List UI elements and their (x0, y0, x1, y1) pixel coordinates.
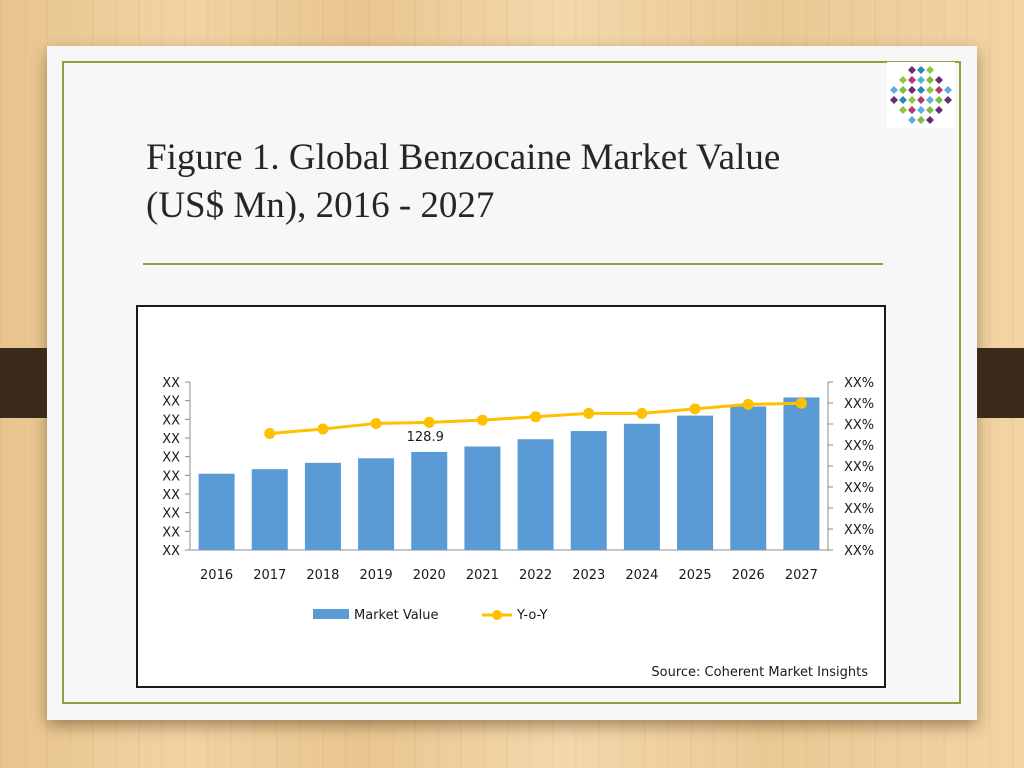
logo-dot (944, 86, 952, 94)
logo-dot (926, 76, 934, 84)
left-axis-tick-label: XX (162, 395, 180, 410)
logo-dot (899, 86, 907, 94)
logo-diamond-grid-icon (890, 66, 952, 124)
logo-dot (908, 106, 916, 114)
right-axis-tick-label: XX% (844, 418, 874, 433)
logo-dot (926, 96, 934, 104)
left-axis-tick-label: XX (162, 451, 180, 466)
x-axis-tick-label: 2024 (625, 568, 658, 583)
legend-market-value-label: Market Value (354, 608, 439, 623)
x-axis-tick-label: 2019 (360, 568, 393, 583)
x-axis-tick-label: 2017 (253, 568, 286, 583)
logo-dot (899, 96, 907, 104)
logo-dot (908, 66, 916, 74)
legend-yoy-label: Y-o-Y (516, 608, 548, 623)
logo-dot (926, 86, 934, 94)
yoy-point-2024 (636, 407, 648, 419)
x-axis-tick-label: 2025 (679, 568, 712, 583)
logo-dot (890, 86, 898, 94)
left-axis-tick-label: XX (162, 432, 180, 447)
x-axis-tick-label: 2022 (519, 568, 552, 583)
left-axis-tick-label: XX (162, 525, 180, 540)
left-axis-tick-label: XX (162, 376, 180, 391)
logo-dot (926, 116, 934, 124)
bar-2024 (623, 423, 660, 550)
logo-dot (944, 96, 952, 104)
bar-2017 (251, 469, 288, 550)
chart-container: XX XX XX XX XX XX XX XX XX XX XX% XX% XX% XX% XX% XX% XX… (136, 305, 886, 688)
logo-dot (908, 86, 916, 94)
logo-dot (935, 96, 943, 104)
right-axis-tick-label: XX% (844, 460, 874, 475)
yoy-point-2026 (742, 398, 754, 410)
logo-dot (899, 76, 907, 84)
logo-dot (917, 116, 925, 124)
left-axis-tick-label: XX (162, 544, 180, 559)
logo-dot (935, 86, 943, 94)
logo-dot (917, 86, 925, 94)
logo-dot (917, 66, 925, 74)
yoy-point-2017 (264, 428, 276, 440)
x-axis-tick-label: 2026 (732, 568, 765, 583)
slide-frame (62, 61, 961, 704)
x-axis-tick-label: 2023 (572, 568, 605, 583)
right-axis-tick-label: XX% (844, 523, 874, 538)
right-axis-tick-label: XX% (844, 544, 874, 559)
logo-dot (935, 106, 943, 114)
logo-dot (917, 96, 925, 104)
data-label-2020: 128.9 (407, 430, 444, 445)
title-divider (143, 263, 883, 265)
logo-dot (926, 106, 934, 114)
logo-dot (935, 76, 943, 84)
company-logo (887, 62, 955, 128)
page-title-line-1: Figure 1. Global Benzocaine Market Value (146, 137, 781, 178)
bar-2022 (517, 439, 554, 550)
page-title: Figure 1. Global Benzocaine Market Value… (146, 134, 906, 230)
yoy-point-2023 (583, 407, 595, 419)
bar-2023 (570, 431, 607, 550)
right-axis-tick-label: XX% (844, 502, 874, 517)
logo-dot (917, 76, 925, 84)
market-value-chart: XX XX XX XX XX XX XX XX XX XX XX% XX% XX% XX% XX% XX% XX… (162, 376, 874, 623)
logo-dot (917, 106, 925, 114)
yoy-point-2021 (476, 414, 488, 426)
left-axis-tick-label: XX (162, 488, 180, 503)
x-axis-tick-label: 2027 (785, 568, 818, 583)
left-axis-tick-label: XX (162, 469, 180, 484)
bar-2027 (783, 397, 820, 550)
x-axis-tick-label: 2016 (200, 568, 233, 583)
logo-dot (926, 66, 934, 74)
logo-dot (908, 96, 916, 104)
yoy-point-2022 (530, 411, 542, 423)
legend-market-value-swatch (313, 609, 349, 619)
right-axis-tick-label: XX% (844, 397, 874, 412)
chart-source: Source: Coherent Market Insights (651, 665, 868, 680)
yoy-point-2019 (370, 417, 382, 429)
yoy-point-2027 (795, 397, 807, 409)
right-axis-tick-label: XX% (844, 439, 874, 454)
logo-dot (890, 96, 898, 104)
logo-dot (899, 106, 907, 114)
yoy-point-2018 (317, 423, 329, 435)
yoy-point-2020 (423, 416, 435, 428)
left-axis-tick-label: XX (162, 413, 180, 428)
x-axis-tick-label: 2020 (413, 568, 446, 583)
bar-2018 (304, 462, 341, 550)
bar-2016 (198, 473, 235, 550)
right-axis-tick-label: XX% (844, 376, 874, 391)
logo-dot (908, 76, 916, 84)
legend-yoy-swatch-point (492, 610, 502, 620)
right-axis-tick-label: XX% (844, 481, 874, 496)
x-axis-tick-label: 2021 (466, 568, 499, 583)
bar-2026 (730, 406, 767, 550)
bar-2021 (464, 446, 501, 550)
left-axis-tick-label: XX (162, 507, 180, 522)
yoy-point-2025 (689, 403, 701, 415)
logo-dot (908, 116, 916, 124)
bar-2019 (358, 458, 395, 550)
bar-2020 (411, 451, 448, 550)
page-title-line-2: (US$ Mn), 2016 - 2027 (146, 185, 495, 226)
bar-2025 (677, 415, 714, 550)
x-axis-tick-label: 2018 (306, 568, 339, 583)
